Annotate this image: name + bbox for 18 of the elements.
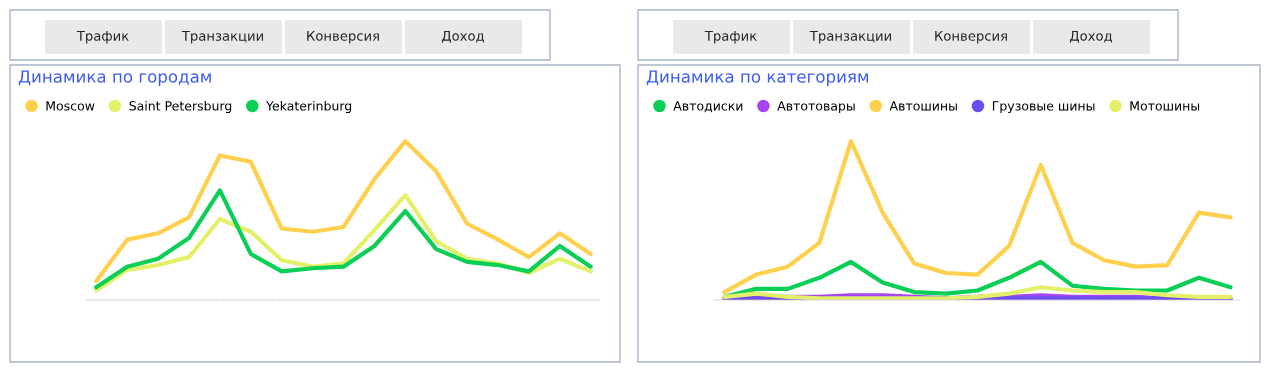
text: Конверсия <box>935 31 1007 44</box>
text: Доход <box>441 31 484 43</box>
legend-label: Автотовары <box>777 101 855 113</box>
chart-title: Динамика по городам <box>18 70 211 87</box>
legend-label: Moscow <box>46 101 95 111</box>
legend-label: Yekaterinburg <box>266 100 352 113</box>
text: Транзакции <box>181 31 263 44</box>
legend-label: Saint Petersburg <box>129 100 232 113</box>
text: Конверсия <box>307 31 379 44</box>
legend-label: Грузовые шины <box>992 101 1095 113</box>
chart-title: Динамика по категориям <box>646 70 869 87</box>
legend-label: Автодиски <box>673 101 743 113</box>
text: Доход <box>1069 31 1112 43</box>
text: Трафик <box>704 31 757 44</box>
text: Трафик <box>76 31 129 44</box>
legend-label: Мотошины <box>1130 101 1200 111</box>
text: Транзакции <box>809 31 891 44</box>
legend-label: Автошины <box>889 101 957 111</box>
